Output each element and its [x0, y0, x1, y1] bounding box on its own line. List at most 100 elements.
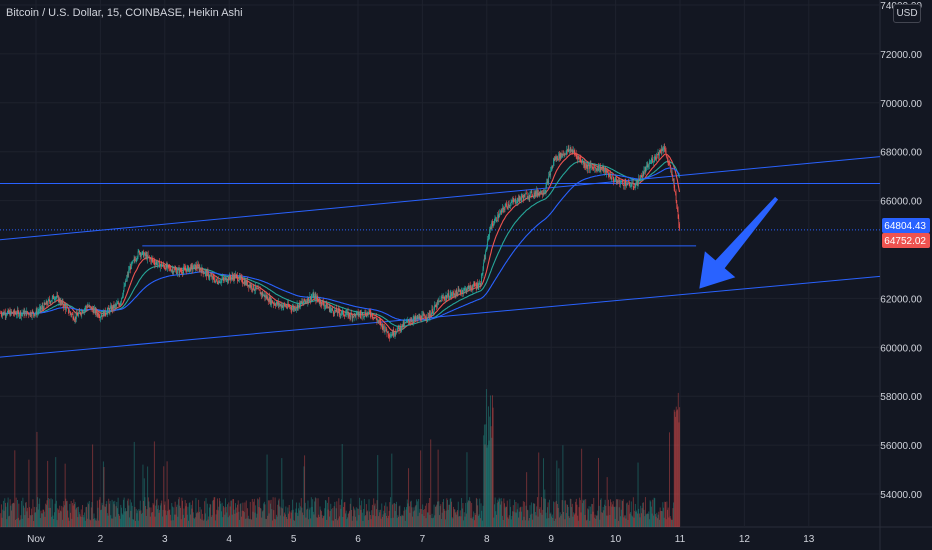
volume-bar	[605, 505, 607, 527]
candle-body	[548, 175, 550, 184]
candle-body	[669, 164, 671, 167]
volume-bar	[181, 497, 183, 527]
volume-bar	[522, 501, 524, 527]
volume-bar	[437, 449, 439, 527]
volume-bar	[571, 503, 573, 527]
candle-body	[159, 261, 160, 268]
volume-bar	[92, 444, 94, 527]
candle-body	[322, 301, 324, 305]
volume-bar	[285, 506, 287, 527]
candle-body	[504, 209, 505, 211]
volume-bar	[135, 508, 137, 527]
candle-body	[483, 262, 484, 270]
volume-bar	[220, 511, 222, 527]
volume-bar	[525, 505, 527, 527]
candle-body	[237, 280, 239, 282]
volume-bar	[620, 509, 622, 527]
candle-body	[47, 299, 49, 305]
volume-bar	[619, 499, 621, 527]
volume-bar	[383, 510, 385, 527]
candle-body	[226, 281, 228, 282]
candle-body	[149, 256, 150, 259]
candle-body	[88, 305, 90, 307]
candle-body	[39, 306, 41, 309]
candle-body	[661, 149, 662, 153]
volume-bar	[384, 513, 386, 527]
candle-body	[538, 191, 540, 195]
volume-bar	[107, 515, 109, 527]
candle-body	[646, 164, 648, 166]
volume-bar	[355, 507, 357, 527]
candle-body	[465, 288, 467, 292]
volume-bar	[457, 510, 459, 527]
volume-bar	[273, 510, 275, 527]
volume-bar	[314, 501, 316, 527]
candle-body	[178, 269, 180, 274]
candle-body	[149, 258, 151, 259]
candle-body	[491, 222, 492, 229]
volume-bar	[127, 498, 129, 527]
time-axis[interactable]: Nov 2 3 4 5 6 7 8 9 10 11 12 13	[27, 534, 815, 545]
volume-bar	[112, 518, 114, 527]
candle-body	[145, 254, 147, 256]
volume-bar	[559, 512, 561, 527]
candle-body	[447, 293, 449, 297]
y-tick-label: 66000.00	[880, 197, 922, 208]
volume-bar	[301, 507, 303, 527]
candle-body	[6, 312, 8, 315]
volume-bar	[275, 514, 277, 527]
currency-badge[interactable]: USD	[893, 4, 921, 23]
candle-body	[357, 312, 358, 313]
candle-body	[385, 327, 386, 331]
volume-bar	[596, 515, 598, 527]
volume-bar	[674, 411, 676, 527]
candle-body	[527, 197, 529, 199]
candle-body	[366, 312, 368, 317]
volume-bar	[257, 498, 259, 527]
candle-body	[249, 285, 250, 288]
volume-bar	[250, 519, 252, 527]
volume-bar	[153, 504, 155, 527]
candle-body	[96, 309, 97, 314]
candle-body	[9, 311, 11, 316]
candle-body	[664, 147, 666, 150]
candle-body	[247, 281, 248, 286]
volume-bar	[132, 519, 134, 527]
volume-bar	[359, 505, 361, 527]
candles	[0, 143, 680, 342]
candle-body	[381, 323, 382, 326]
candle-body	[290, 307, 291, 308]
volume-bar	[434, 506, 436, 527]
candle-body	[133, 260, 134, 261]
volume-bar	[310, 518, 312, 527]
volume-bar	[618, 520, 620, 527]
candle-body	[362, 313, 364, 317]
candle-body	[470, 287, 472, 289]
volume-bar	[491, 437, 493, 527]
candle-body	[487, 235, 489, 239]
volume-bar	[307, 500, 309, 527]
candle-body	[489, 229, 490, 236]
volume-bar	[633, 517, 635, 527]
volume-bar	[401, 514, 403, 527]
volume-bar	[249, 519, 251, 527]
candle-body	[175, 269, 177, 271]
candle-body	[467, 285, 469, 288]
candle-body	[0, 313, 1, 314]
candle-body	[557, 159, 559, 160]
volume-bar	[221, 502, 223, 527]
volume-bar	[6, 519, 8, 527]
volume-bar	[371, 504, 373, 527]
volume-bar	[49, 507, 51, 527]
candle-body	[326, 303, 327, 309]
volume-bar	[495, 511, 497, 527]
candle-body	[66, 306, 68, 308]
candle-body	[536, 190, 538, 195]
volume-bar	[81, 517, 83, 527]
candle-body	[601, 168, 603, 170]
volume-bar	[129, 499, 131, 527]
candle-body	[493, 223, 494, 226]
candle-body	[643, 170, 645, 176]
volume-bar	[519, 507, 521, 527]
